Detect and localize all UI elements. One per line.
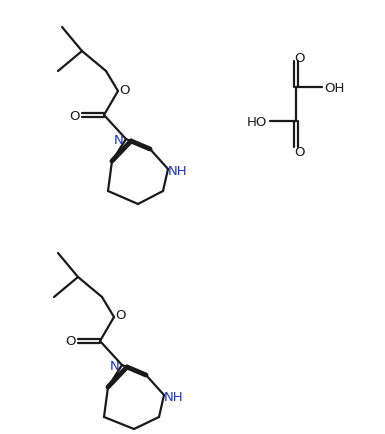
Text: O: O bbox=[65, 335, 75, 348]
Text: O: O bbox=[120, 83, 130, 96]
Text: O: O bbox=[295, 53, 305, 66]
Text: O: O bbox=[69, 109, 79, 122]
Text: O: O bbox=[116, 309, 126, 322]
Text: NH: NH bbox=[164, 391, 184, 404]
Text: N: N bbox=[110, 360, 120, 373]
Text: NH: NH bbox=[168, 165, 188, 178]
Text: OH: OH bbox=[324, 81, 344, 94]
Text: N: N bbox=[114, 134, 124, 147]
Text: HO: HO bbox=[247, 115, 267, 128]
Text: O: O bbox=[295, 146, 305, 159]
